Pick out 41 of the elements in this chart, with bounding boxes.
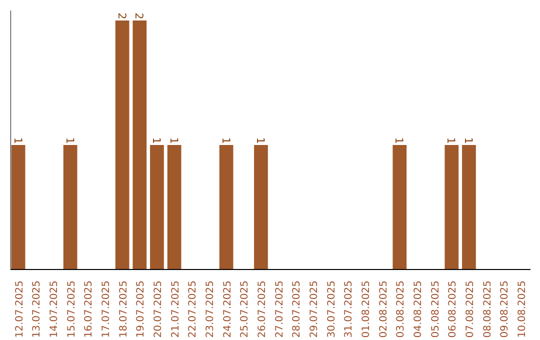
- x-tick-label: 27.07.2025: [274, 280, 286, 338]
- data-label: 2: [115, 12, 128, 20]
- data-label: 1: [167, 137, 180, 144]
- x-tick-label: 23.07.2025: [204, 280, 216, 338]
- x-tick-label: 20.07.2025: [152, 280, 164, 338]
- x-tick-label: 30.07.2025: [326, 280, 338, 338]
- data-label: 1: [11, 137, 24, 144]
- data-label: 1: [150, 137, 163, 144]
- data-label: 1: [462, 137, 475, 144]
- x-tick-label: 09.08.2025: [500, 280, 511, 338]
- x-tick-label: 29.07.2025: [308, 280, 320, 338]
- x-tick-label: 10.08.2025: [516, 280, 528, 338]
- data-label: 1: [219, 137, 232, 144]
- x-tick-label: 02.08.2025: [378, 280, 390, 338]
- x-tick-label: 31.07.2025: [344, 280, 355, 338]
- x-tick-label: 22.07.2025: [188, 280, 199, 338]
- x-tick-label: 05.08.2025: [430, 280, 442, 338]
- data-label: 2: [132, 12, 146, 20]
- x-tick-label: 07.08.2025: [464, 280, 476, 338]
- x-tick-label: 15.07.2025: [66, 280, 78, 338]
- x-tick-label: 24.07.2025: [222, 280, 234, 338]
- data-label: 1: [254, 137, 267, 144]
- x-tick-label: 18.07.2025: [118, 280, 130, 338]
- x-tick-label: 17.07.2025: [100, 280, 112, 338]
- x-tick-label: 25.07.2025: [240, 280, 251, 338]
- x-tick-label: 13.07.2025: [32, 280, 43, 338]
- x-tick-label: 19.07.2025: [136, 280, 147, 338]
- data-label: 1: [392, 137, 406, 144]
- x-tick-label: 12.07.2025: [14, 280, 26, 338]
- x-tick-label: 16.07.2025: [84, 280, 95, 338]
- x-tick-label: 08.08.2025: [482, 280, 494, 338]
- x-tick-label: 01.08.2025: [360, 280, 372, 338]
- data-label: 1: [63, 137, 76, 144]
- data-label: 1: [444, 137, 458, 144]
- x-tick-label: 14.07.2025: [48, 280, 60, 338]
- x-tick-label: 04.08.2025: [412, 280, 424, 338]
- x-tick-label: 26.07.2025: [256, 280, 268, 338]
- x-tick-label: 21.07.2025: [170, 280, 182, 338]
- x-tick-label: 06.08.2025: [448, 280, 459, 338]
- x-tick-label: 28.07.2025: [292, 280, 303, 338]
- x-tick-label: 03.08.2025: [396, 280, 407, 338]
